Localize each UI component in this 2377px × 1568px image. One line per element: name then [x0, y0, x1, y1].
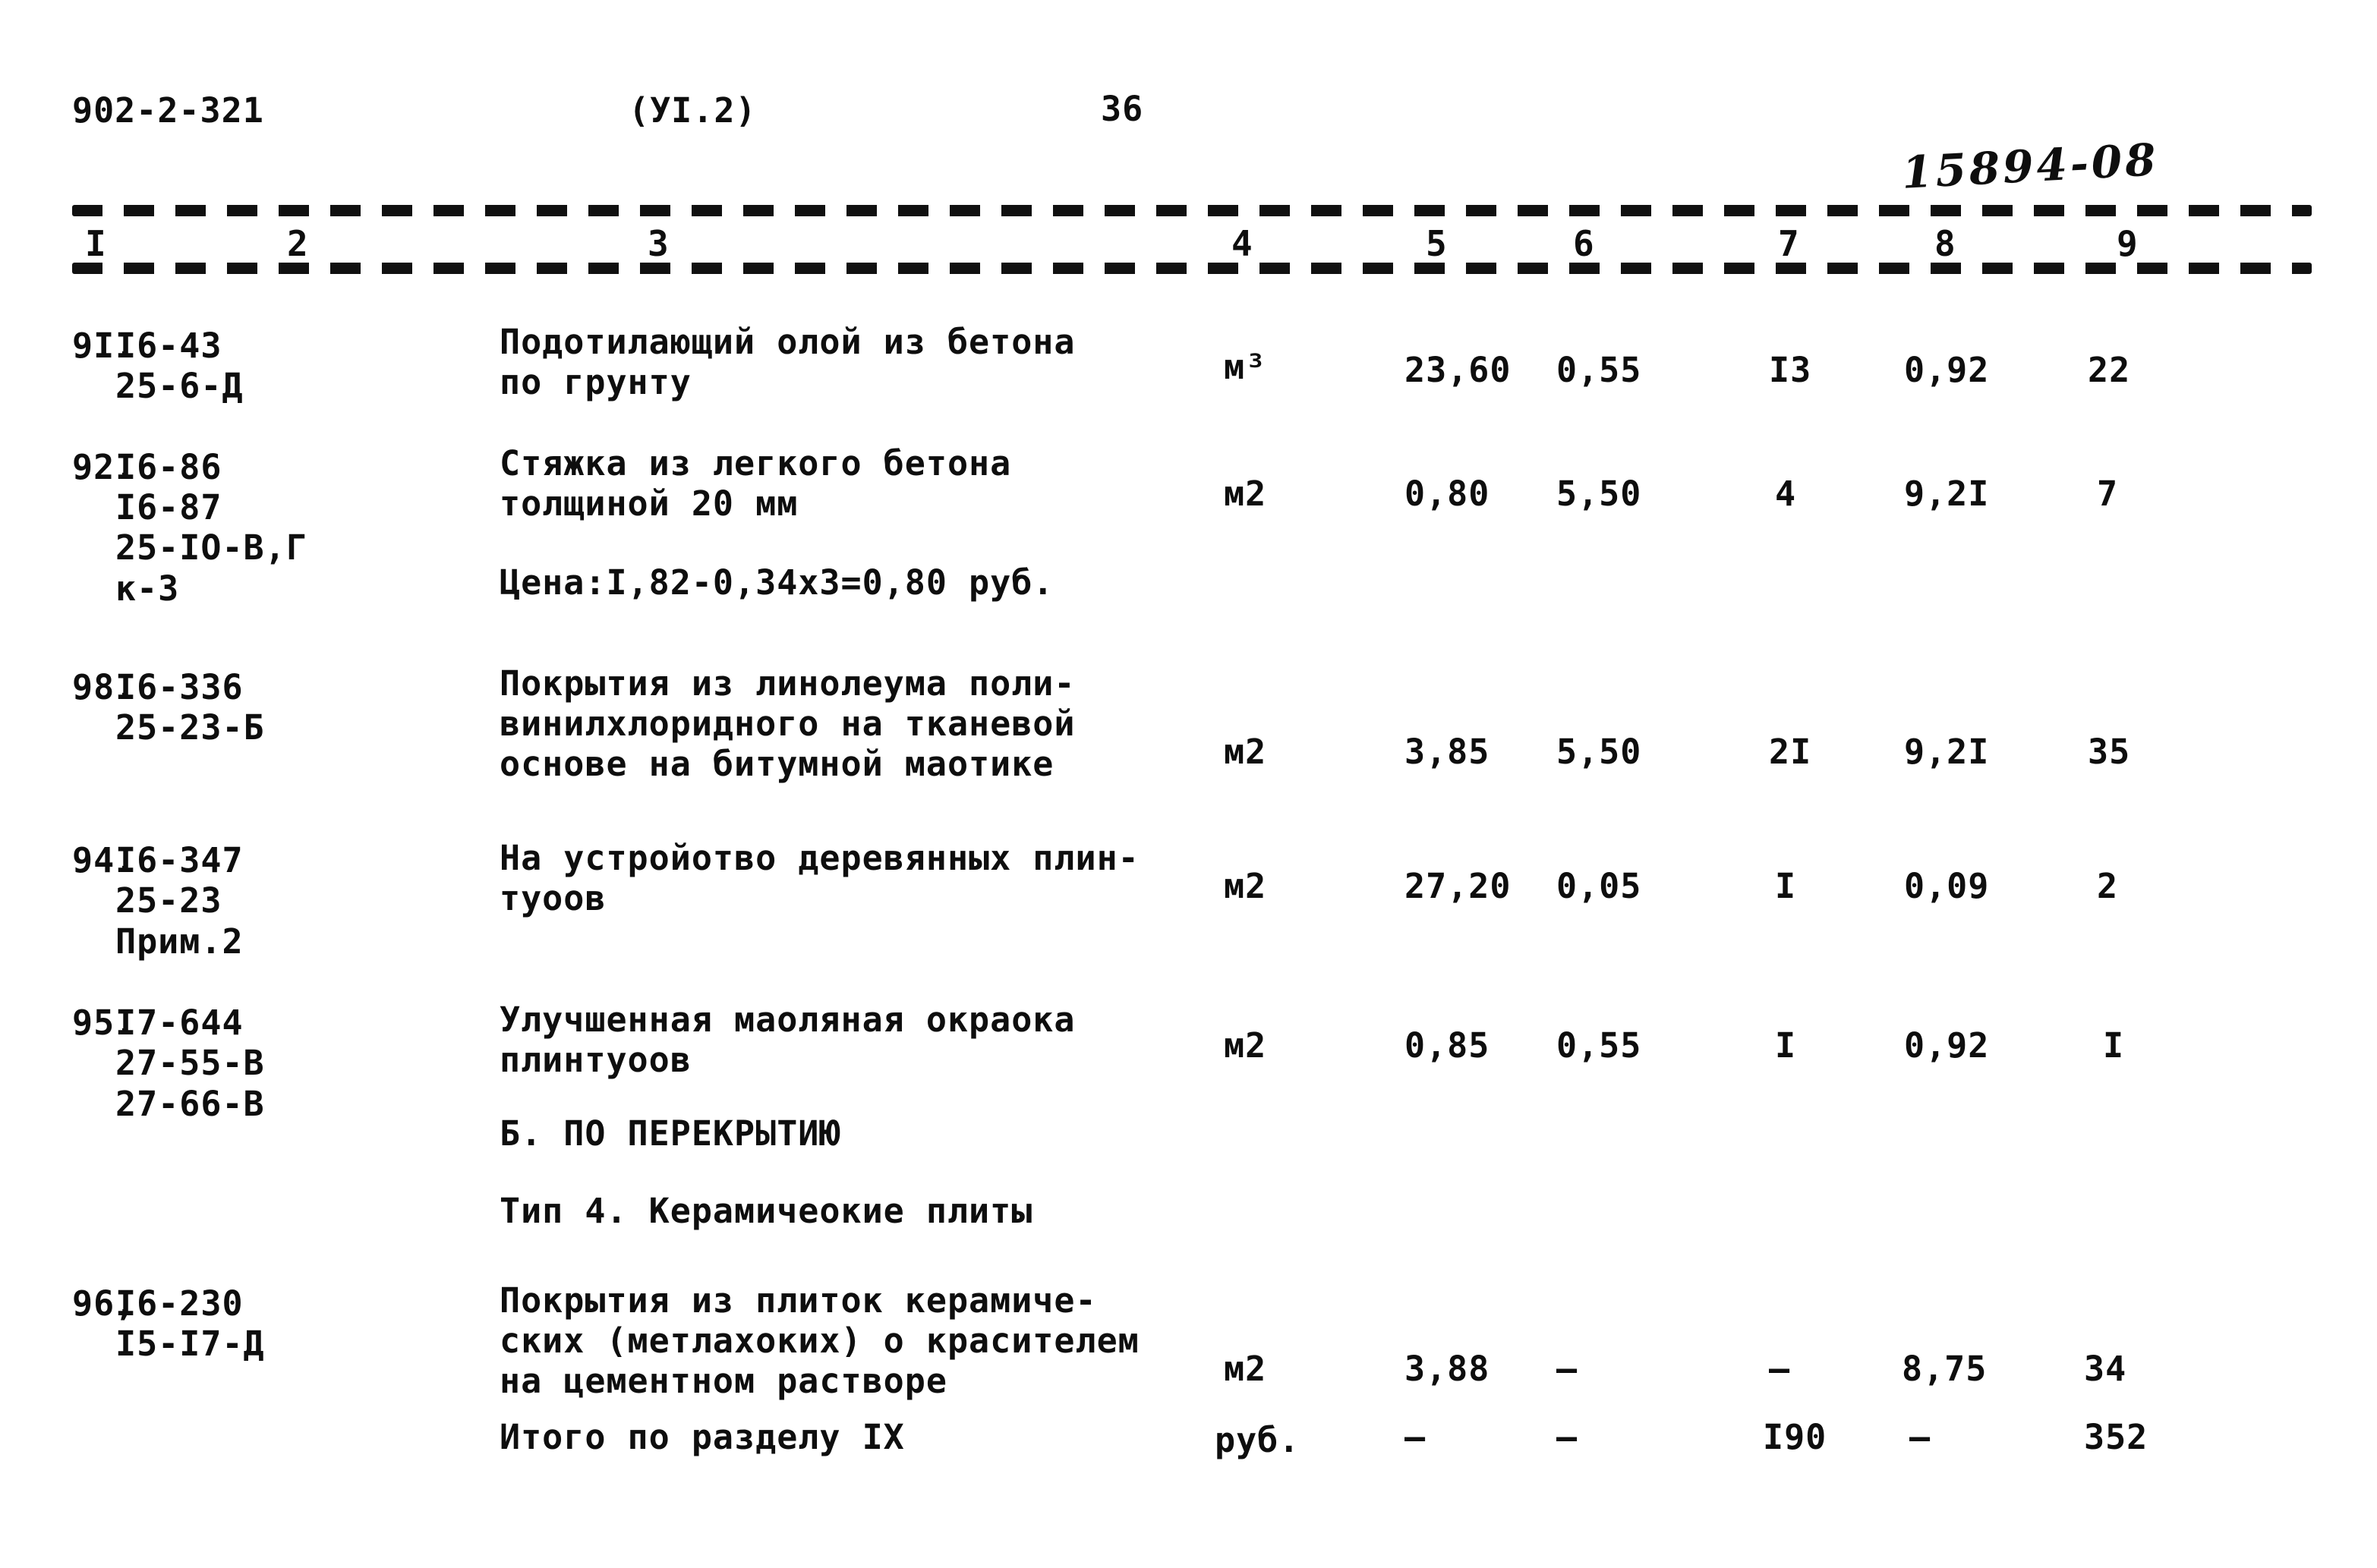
row-num: 92.	[72, 447, 137, 487]
col-header-5: 5	[1426, 223, 1447, 264]
row-val-9: 35	[2088, 732, 2131, 772]
row-desc: на цементном растворе	[500, 1361, 947, 1401]
row-desc: Подотилающий олой из бетона	[500, 322, 1076, 362]
row-val-7: I	[1775, 866, 1797, 906]
row-val-8: 8,75	[1902, 1349, 1988, 1389]
row-desc: туоов	[500, 878, 607, 918]
row-desc: На устройотво деревянных плин-	[500, 838, 1140, 878]
row-code: Прим.2	[115, 921, 244, 962]
row-desc: основе на битумной маотике	[500, 744, 1055, 784]
row-code: I6-43	[115, 326, 222, 366]
row-val-9: 34	[2084, 1349, 2127, 1389]
row-price-note: Цена:I,82-0,34х3=0,80 руб.	[500, 562, 1055, 603]
row-unit: м2	[1224, 1025, 1267, 1066]
row-desc: толщиной 20 мм	[500, 483, 799, 524]
row-val-5: 3,88	[1404, 1349, 1490, 1389]
row-unit: м³	[1224, 347, 1267, 387]
col-header-1: I	[85, 223, 106, 264]
row-num: 94.	[72, 840, 137, 880]
row-desc: Покрытия из линолеума поли-	[500, 663, 1076, 704]
sheet-ref: (УІ.2)	[629, 90, 757, 131]
row-code: 25-6-Д	[115, 366, 244, 406]
row-code: 25-IO-В,Г	[115, 527, 307, 568]
row-val-9: 2	[2097, 866, 2119, 906]
row-code: к-3	[115, 568, 180, 609]
row-code: 27-55-В	[115, 1043, 265, 1083]
row-desc: Улучшенная маоляная окраока	[500, 1000, 1076, 1040]
type-heading: Тип 4. Керамичеокие плиты	[500, 1191, 1033, 1231]
row-val-8: 9,2I	[1904, 474, 1990, 514]
row-val-8: 0,92	[1904, 1025, 1990, 1066]
row-code: I6-87	[115, 487, 222, 527]
total-val-8: –	[1909, 1417, 1931, 1457]
row-val-9: 7	[2097, 474, 2119, 514]
row-code: I6-86	[115, 447, 222, 487]
total-val-5: –	[1404, 1417, 1427, 1457]
row-val-5: 27,20	[1404, 866, 1512, 906]
row-code: I6-336	[115, 667, 244, 707]
row-code: 25-23-Б	[115, 707, 265, 748]
row-num: 98.	[72, 667, 137, 707]
row-desc: по грунту	[500, 362, 692, 402]
col-header-7: 7	[1778, 223, 1799, 264]
total-label: Итого по разделу IX	[500, 1417, 905, 1457]
row-code: I7-644	[115, 1003, 244, 1043]
col-header-9: 9	[2117, 223, 2138, 264]
col-header-8: 8	[1934, 223, 1956, 264]
header-dashed-line-bottom	[72, 263, 2312, 274]
row-num: 96,	[72, 1283, 137, 1324]
row-desc: винилхлоридного на тканевой	[500, 704, 1076, 744]
row-val-5: 3,85	[1404, 732, 1490, 772]
page-number: 36	[1101, 89, 1144, 129]
row-val-7: –	[1769, 1349, 1791, 1389]
header-dashed-line-top	[72, 205, 2312, 216]
row-val-5: 23,60	[1404, 350, 1512, 390]
row-val-7: 4	[1775, 474, 1797, 514]
row-val-6: 0,55	[1556, 1025, 1642, 1066]
row-val-9: I	[2103, 1025, 2125, 1066]
row-desc: ских (метлахоких) о красителем	[500, 1321, 1140, 1361]
row-num: 9I.	[72, 326, 137, 366]
row-val-8: 0,09	[1904, 866, 1990, 906]
row-val-5: 0,80	[1404, 474, 1490, 514]
row-desc: Стяжка из легкого бетона	[500, 443, 1012, 483]
row-code: I5-I7-Д	[115, 1324, 265, 1364]
col-header-2: 2	[287, 223, 308, 264]
row-unit: м2	[1224, 1349, 1267, 1389]
col-header-3: 3	[648, 223, 669, 264]
row-unit: м2	[1224, 474, 1267, 514]
total-val-9: 352	[2084, 1417, 2148, 1457]
handwritten-ref: 15894-08	[1900, 134, 2161, 199]
row-val-7: I	[1775, 1025, 1797, 1066]
total-val-7: I90	[1763, 1417, 1827, 1457]
row-val-8: 0,92	[1904, 350, 1990, 390]
row-code: 27-66-В	[115, 1084, 265, 1124]
row-code: I6-347	[115, 840, 244, 880]
row-desc: Покрытия из плиток керамиче-	[500, 1280, 1097, 1321]
row-unit: м2	[1224, 866, 1267, 906]
row-unit: м2	[1224, 732, 1267, 772]
total-val-6: –	[1556, 1417, 1578, 1457]
row-val-7: I3	[1769, 350, 1812, 390]
row-val-6: 5,50	[1556, 732, 1642, 772]
row-val-6: 0,55	[1556, 350, 1642, 390]
total-unit: руб.	[1215, 1420, 1300, 1460]
row-val-9: 22	[2088, 350, 2131, 390]
doc-number: 902-2-321	[72, 90, 264, 131]
row-code: I6-230	[115, 1283, 244, 1324]
row-desc: плинтуоов	[500, 1040, 692, 1080]
row-num: 95.	[72, 1003, 137, 1043]
row-code: 25-23	[115, 880, 222, 921]
section-heading-b: Б. ПО ПЕРЕКРЫТИЮ	[500, 1113, 841, 1154]
col-header-6: 6	[1573, 223, 1594, 264]
row-val-6: –	[1556, 1349, 1578, 1389]
row-val-6: 0,05	[1556, 866, 1642, 906]
row-val-8: 9,2I	[1904, 732, 1990, 772]
row-val-5: 0,85	[1404, 1025, 1490, 1066]
col-header-4: 4	[1231, 223, 1253, 264]
row-val-7: 2I	[1769, 732, 1812, 772]
row-val-6: 5,50	[1556, 474, 1642, 514]
